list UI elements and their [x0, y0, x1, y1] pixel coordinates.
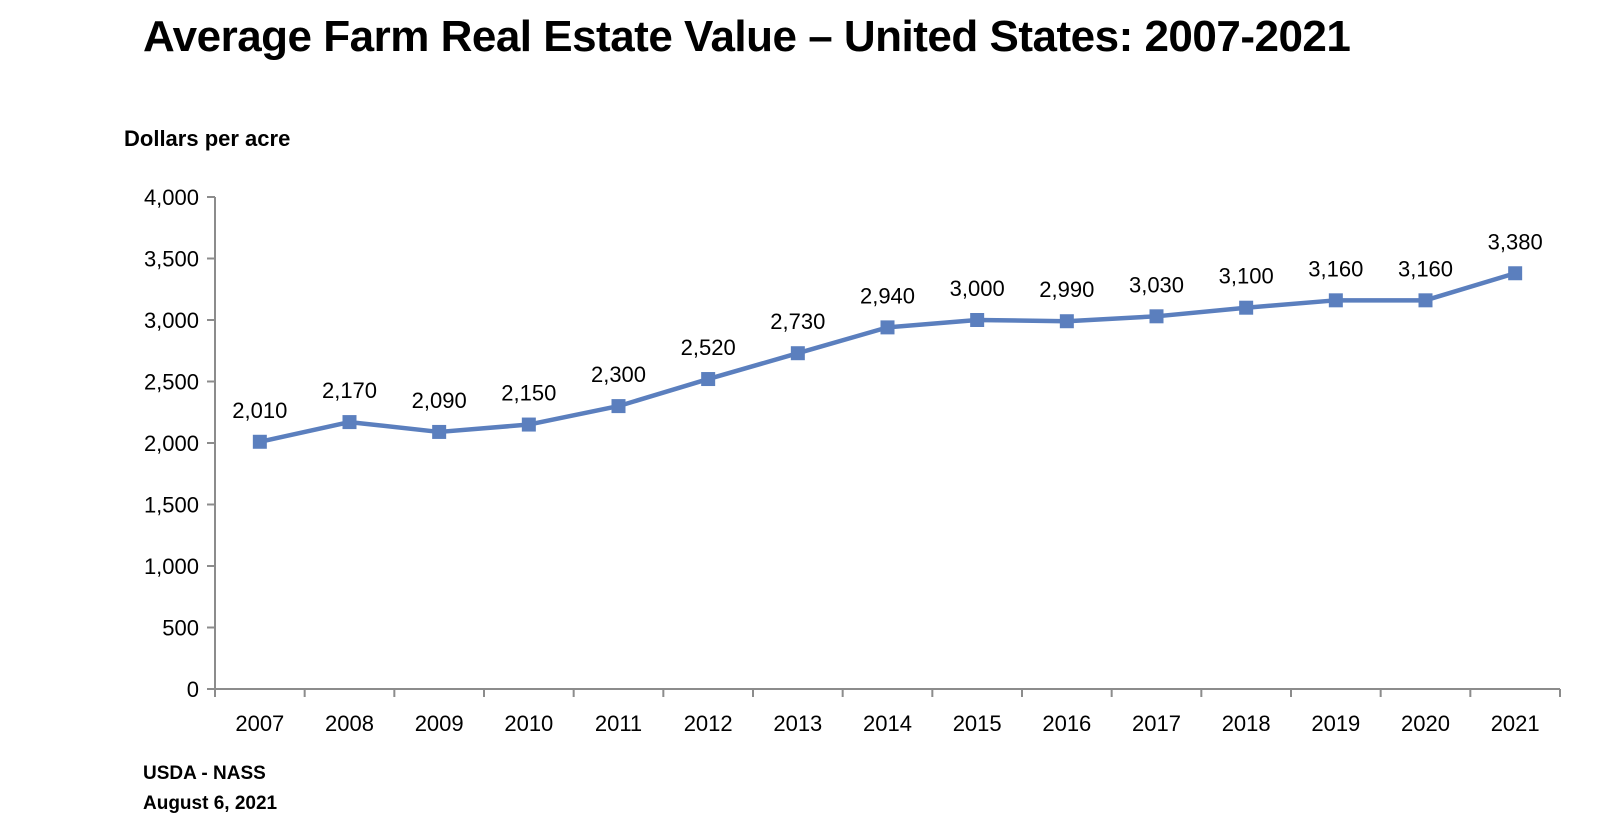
y-tick-label: 3,500 [144, 247, 199, 272]
y-tick-label: 1,000 [144, 554, 199, 579]
data-point-marker [432, 424, 447, 439]
y-tick-label: 1,500 [144, 493, 199, 518]
data-point-marker [1508, 266, 1523, 281]
data-label: 2,520 [681, 335, 736, 360]
x-tick-label: 2017 [1132, 711, 1181, 736]
data-label: 3,380 [1488, 229, 1543, 254]
chart-title: Average Farm Real Estate Value – United … [143, 12, 1351, 61]
y-axis-label: Dollars per acre [124, 126, 291, 151]
data-point-marker [342, 415, 357, 430]
data-point-marker [970, 313, 985, 327]
series-group [252, 266, 1523, 449]
data-label: 3,100 [1219, 264, 1274, 289]
data-point-marker [1239, 300, 1254, 315]
data-label: 2,990 [1039, 277, 1094, 302]
y-tick-label: 2,000 [144, 431, 199, 456]
data-label: 2,940 [860, 283, 915, 308]
data-label: 2,300 [591, 362, 646, 387]
x-tick-label: 2016 [1042, 711, 1091, 736]
data-label: 3,000 [950, 276, 1005, 301]
data-label: 2,010 [232, 398, 287, 423]
y-tick-label: 3,000 [144, 308, 199, 333]
data-label: 2,170 [322, 378, 377, 403]
x-tick-label: 2021 [1491, 711, 1540, 736]
data-label: 2,150 [501, 381, 556, 406]
data-point-marker [1149, 309, 1164, 324]
x-tick-label: 2018 [1222, 711, 1271, 736]
data-label: 3,030 [1129, 272, 1184, 297]
y-tick-label: 0 [187, 677, 199, 702]
source-note: USDA - NASS [143, 763, 266, 784]
data-label: 3,160 [1308, 256, 1363, 281]
x-tick-label: 2010 [504, 711, 553, 736]
x-tick-label: 2019 [1311, 711, 1360, 736]
x-tick-label: 2012 [684, 711, 733, 736]
x-tick-label: 2011 [595, 711, 642, 736]
data-point-marker [1059, 314, 1074, 329]
data-label: 2,730 [770, 309, 825, 334]
x-axis-ticks: 2007 2008 2009 2010 2011 2012 2013 2014 2015 2016… [214, 689, 1561, 736]
x-tick-label: 2009 [415, 711, 464, 736]
data-label: 2,090 [412, 388, 467, 413]
x-tick-label: 2013 [773, 711, 822, 736]
x-tick-label: 2015 [953, 711, 1002, 736]
data-point-marker [1418, 293, 1433, 308]
data-point-marker [790, 346, 805, 361]
x-tick-label: 2008 [325, 711, 374, 736]
data-point-marker [252, 434, 267, 449]
data-point-marker [521, 417, 536, 432]
y-tick-label: 4,000 [144, 185, 199, 210]
x-tick-label: 2020 [1401, 711, 1450, 736]
data-labels: 2,010 2,170 2,090 2,150 2,300 2,520 2,730 2,940… [232, 229, 1542, 423]
x-tick-label: 2007 [235, 711, 284, 736]
data-label: 3,160 [1398, 256, 1453, 281]
source-date: August 6, 2021 [143, 793, 278, 814]
data-point-marker [880, 320, 895, 335]
x-tick-label: 2014 [863, 711, 912, 736]
data-point-marker [1328, 293, 1343, 308]
y-axis-ticks: 0 500 1,000 1,500 2,000 2,500 3,000 3,500 4,000 [144, 185, 215, 702]
y-tick-label: 2,500 [144, 370, 199, 395]
data-point-marker [611, 399, 626, 414]
data-point-marker [701, 372, 716, 387]
y-tick-label: 500 [162, 616, 199, 641]
